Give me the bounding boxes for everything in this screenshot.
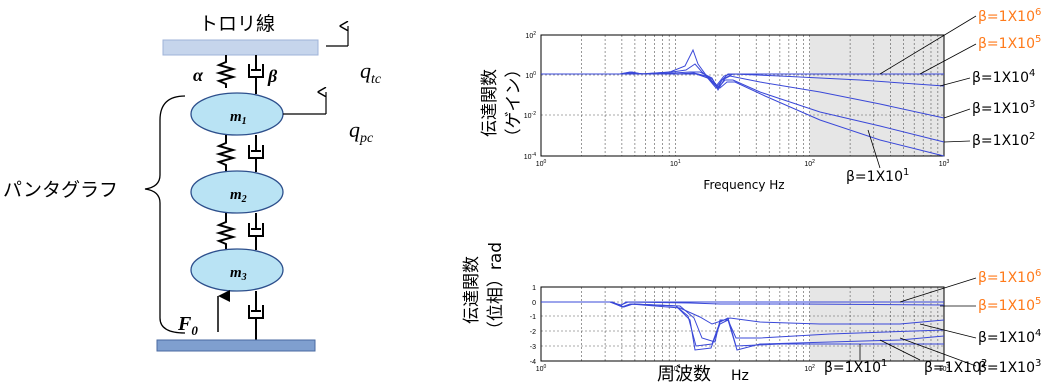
- phase-y-sublabel: （位相）rad: [486, 242, 506, 338]
- gain-y-sublabel: （ゲイン）: [504, 61, 524, 146]
- gain-beta-label: β=1X102: [972, 131, 1035, 149]
- gain-axes: 100 101 102 103 102 100 10-2 10-4: [524, 31, 950, 168]
- gain-beta-label-leader: [943, 140, 971, 143]
- phase-beta-label: β=1X105: [978, 296, 1041, 314]
- gain-y-tick-label: 10-4: [524, 152, 536, 161]
- gain-curve: [541, 63, 944, 87]
- phase-y-tick-label: 1: [532, 285, 536, 292]
- phase-y-label: 伝達関数: [462, 256, 482, 324]
- phase-beta-label-leader: [879, 339, 921, 361]
- gain-beta-label-leader: [919, 43, 977, 75]
- gain-frame: [540, 34, 945, 157]
- damper-1-2: [248, 135, 264, 172]
- phase-curve: [541, 301, 945, 351]
- gain-beta-label: β=1X101: [846, 167, 909, 185]
- phase-y-tick-label: 0: [532, 300, 536, 307]
- gain-curve: [541, 72, 945, 119]
- phase-beta-label: β=1X101: [824, 358, 887, 376]
- pantograph-model: トロリ線 qtc α β m1 qpc: [3, 13, 382, 352]
- damper-2-3: [248, 213, 264, 250]
- gain-y-tick-label: 100: [525, 71, 536, 80]
- phase-axes: 100 101 102 103 1 0 -1 -2 -3 -4: [530, 285, 950, 373]
- gain-beta-label: β=1X104: [972, 68, 1035, 86]
- pantograph-bracket: [144, 95, 186, 334]
- gain-beta-label-leader: [943, 108, 971, 119]
- gain-beta-label: β=1X103: [972, 99, 1035, 117]
- gain-y-label: 伝達関数: [480, 69, 500, 137]
- gain-beta-label-leader: [879, 15, 977, 75]
- q-tc-label: qtc: [360, 58, 382, 87]
- mass-2-label: m2: [230, 187, 247, 205]
- bottom-damper: [248, 291, 264, 340]
- top-damper: [248, 55, 264, 94]
- beta-labels: β=1X106β=1X105β=1X104β=1X103β=1X102β=1X1…: [824, 7, 1041, 376]
- rail: [156, 339, 316, 352]
- phase-y-tick-label: -1: [530, 314, 536, 321]
- trolley-wire: [162, 39, 319, 56]
- phase-beta-label: β=1X106: [978, 268, 1041, 286]
- gain-curve: [541, 73, 945, 157]
- top-spring: [215, 55, 237, 88]
- phase-x-tick-label: 101: [670, 364, 681, 373]
- phase-x-label: 周波数: [657, 364, 711, 385]
- mass-2: [190, 170, 284, 214]
- phase-beta-label-leader: [899, 277, 977, 303]
- q-pc-indicator: qpc: [283, 92, 374, 146]
- phase-beta-label: β=1X102: [924, 358, 987, 376]
- gain-y-tick-label: 10-2: [524, 111, 536, 120]
- pantograph-label: パンタグラフ: [3, 179, 118, 201]
- gain-x-tick-label: 101: [670, 159, 681, 168]
- phase-x-tick-label: 100: [536, 364, 547, 373]
- phase-x-tick-label: 103: [939, 364, 950, 373]
- gain-beta-label: β=1X105: [978, 34, 1041, 52]
- beta-label: β: [267, 66, 278, 86]
- alpha-label: α: [193, 65, 204, 85]
- gain-x-tick-label: 102: [804, 159, 815, 168]
- gain-x-tick-label: 103: [939, 159, 950, 168]
- force-label: F0: [177, 313, 198, 338]
- phase-beta-label: β=1X103: [978, 358, 1041, 376]
- phase-beta-label: β=1X104: [978, 328, 1041, 346]
- spring-2-3: [215, 213, 237, 249]
- phase-beta-label-leader: [899, 337, 977, 367]
- phase-frame: [540, 286, 945, 362]
- gain-beta-label-leader: [939, 77, 971, 87]
- gain-y-tick-label: 102: [525, 31, 536, 40]
- phase-x-tick-label: 102: [804, 364, 815, 373]
- gain-x-label: Frequency Hz: [703, 178, 784, 192]
- trolley-wire-label: トロリ線: [199, 13, 275, 35]
- gain-beta-label: β=1X106: [978, 7, 1041, 25]
- gain-x-tick-label: 100: [536, 159, 547, 168]
- phase-beta-label-leader: [919, 323, 977, 339]
- spring-1-2: [215, 135, 237, 171]
- mass-3-label: m3: [230, 265, 247, 283]
- q-pc-label: qpc: [349, 117, 374, 146]
- phase-x-unit: Hz: [731, 368, 749, 384]
- gain-beta-label-leader: [867, 129, 881, 169]
- phase-y-tick-label: -4: [530, 359, 536, 366]
- gain-shaded-region: [809, 35, 944, 156]
- phase-y-tick-label: -3: [530, 344, 536, 351]
- q-tc-indicator: qtc: [326, 26, 382, 87]
- mass-1-label: m1: [230, 109, 247, 127]
- gain-plot: 伝達関数 （ゲイン） 100 101 102 103 102 100 10-2 10-4 Fr…: [480, 31, 950, 192]
- mass-3: [190, 248, 284, 292]
- phase-y-tick-label: -2: [530, 329, 536, 336]
